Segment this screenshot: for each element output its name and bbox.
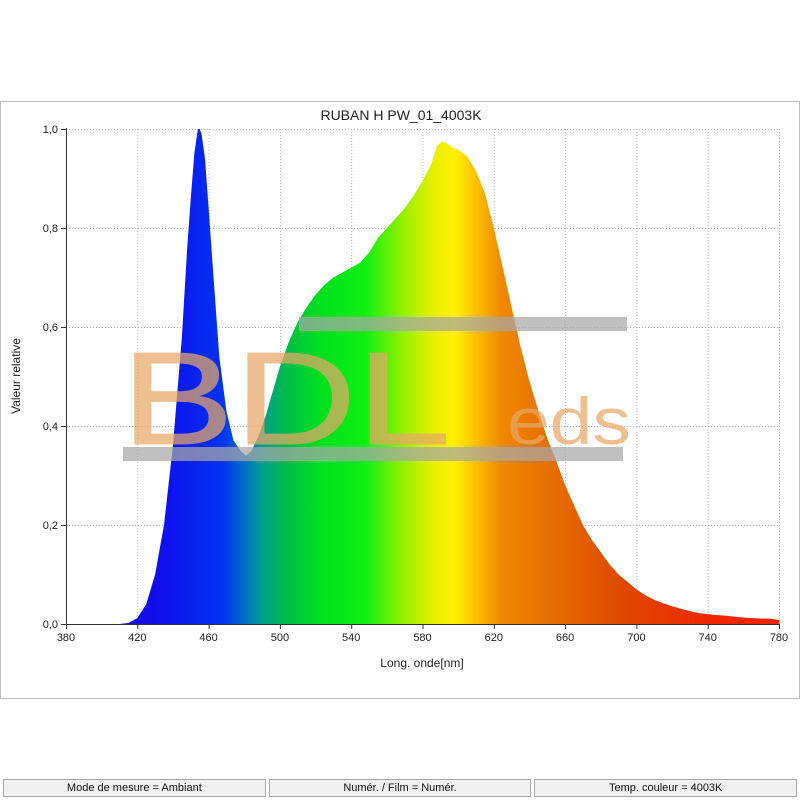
watermark-text-main: BDL bbox=[121, 325, 451, 472]
y-tick-labels: 0,0 0,2 0,4 0,6 0,8 1,0 bbox=[43, 124, 58, 631]
status-bar: Mode de mesure = Ambiant Numér. / Film =… bbox=[1, 779, 799, 797]
spectrum-chart: BDL eds 380 420 460 500 540 580 620 660 700 740 78… bbox=[9, 107, 788, 670]
x-tick-label: 620 bbox=[485, 632, 503, 644]
spectrum-area bbox=[66, 129, 779, 624]
x-tick-label: 380 bbox=[57, 632, 75, 644]
status-temp: Temp. couleur = 4003K bbox=[534, 779, 798, 797]
x-tick-label: 700 bbox=[627, 632, 645, 644]
x-tick-label: 500 bbox=[271, 632, 289, 644]
y-tick-label: 0,4 bbox=[43, 421, 58, 433]
status-numer: Numér. / Film = Numér. bbox=[268, 779, 532, 797]
status-mode: Mode de mesure = Ambiant bbox=[3, 779, 266, 797]
y-tick-label: 0,2 bbox=[43, 520, 58, 532]
x-tick-label: 780 bbox=[770, 632, 788, 644]
x-tick-label: 420 bbox=[128, 632, 146, 644]
watermark-bar-bottom bbox=[123, 447, 623, 461]
x-tick-label: 460 bbox=[199, 632, 217, 644]
watermark-text-small: eds bbox=[507, 384, 631, 458]
y-axis-label: Valeur relative bbox=[9, 338, 23, 414]
axes bbox=[61, 128, 780, 629]
x-tick-labels: 380 420 460 500 540 580 620 660 700 740 780 bbox=[57, 632, 788, 644]
grid-lines bbox=[66, 129, 780, 624]
spectrum-window: BDL eds 380 420 460 500 540 580 620 660 700 740 78… bbox=[0, 101, 800, 797]
x-tick-label: 580 bbox=[413, 632, 431, 644]
y-tick-label: 0,0 bbox=[43, 619, 58, 631]
chart-title: RUBAN H PW_01_4003K bbox=[320, 107, 482, 123]
x-tick-label: 540 bbox=[342, 632, 360, 644]
x-axis-label: Long. onde[nm] bbox=[380, 656, 463, 670]
watermark-bar-top bbox=[299, 317, 627, 331]
y-tick-label: 0,6 bbox=[43, 322, 58, 334]
bdl-watermark: BDL eds bbox=[121, 317, 631, 473]
y-tick-label: 0,8 bbox=[43, 223, 58, 235]
x-tick-label: 660 bbox=[556, 632, 574, 644]
x-tick-label: 740 bbox=[699, 632, 717, 644]
y-tick-label: 1,0 bbox=[43, 124, 58, 136]
